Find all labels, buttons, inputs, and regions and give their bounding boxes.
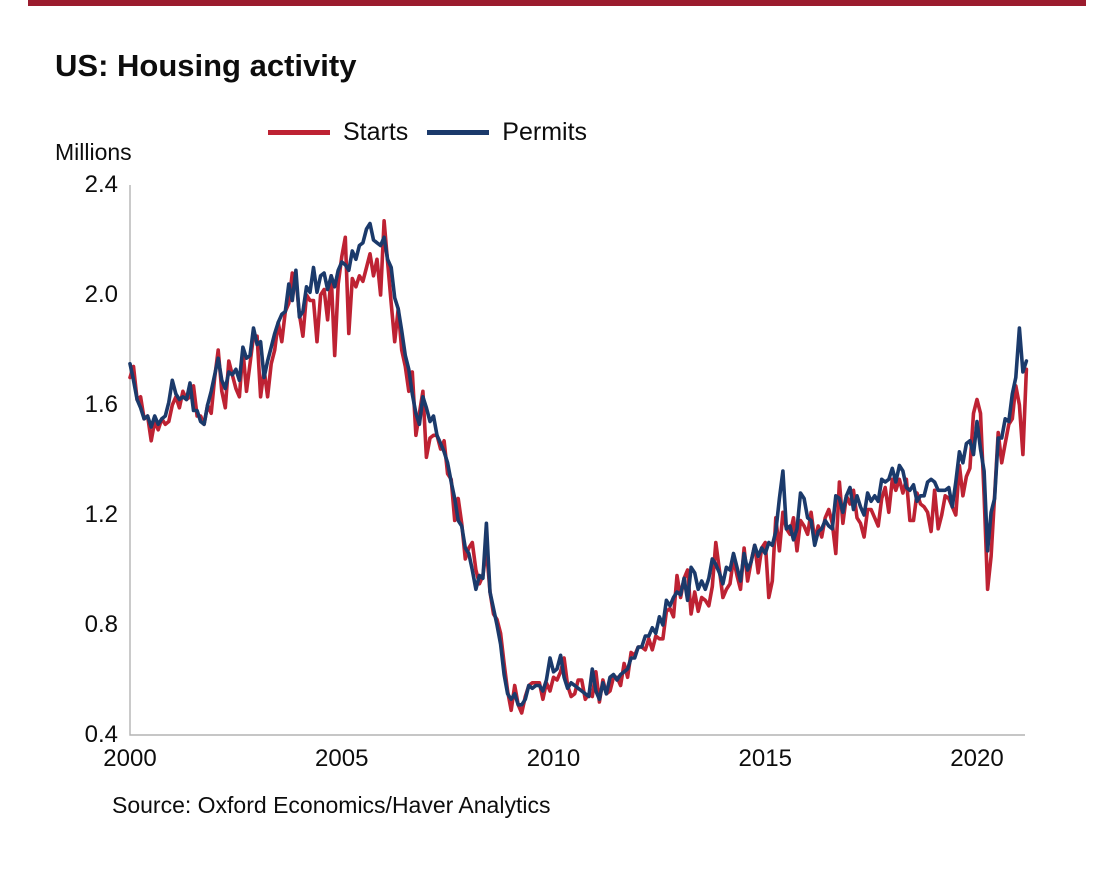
y-tick-label-0.4: 0.4	[84, 721, 118, 748]
y-tick-label-0.8: 0.8	[84, 611, 118, 638]
y-tick-label-2.4: 2.4	[84, 171, 118, 198]
source-note: Source: Oxford Economics/Haver Analytics	[112, 792, 551, 818]
starts-line-swatch	[268, 130, 330, 135]
y-axis-unit-label: Millions	[55, 139, 132, 165]
x-tick-label-2005: 2005	[315, 745, 369, 772]
y-tick-label-1.2: 1.2	[84, 501, 118, 528]
permits-line	[128, 221, 1029, 707]
legend-item-starts: Starts	[268, 118, 408, 147]
legend: Starts Permits	[268, 118, 587, 147]
permits-line-swatch	[427, 130, 490, 135]
legend-label-starts: Starts	[343, 118, 409, 146]
brand-top-bar	[28, 0, 1086, 6]
chart-title: US: Housing activity	[55, 48, 357, 83]
axis-lines	[129, 185, 1025, 736]
x-tick-label-2010: 2010	[526, 745, 581, 772]
x-tick-label-2000: 2000	[103, 745, 157, 772]
starts-line	[128, 219, 1029, 715]
x-tick-label-2020: 2020	[950, 745, 1004, 772]
legend-label-permits: Permits	[502, 118, 588, 146]
legend-item-permits: Permits	[427, 118, 587, 147]
y-tick-label-2.0: 2.0	[84, 281, 118, 308]
y-tick-label-1.6: 1.6	[84, 391, 118, 418]
x-tick-label-2015: 2015	[738, 745, 792, 772]
